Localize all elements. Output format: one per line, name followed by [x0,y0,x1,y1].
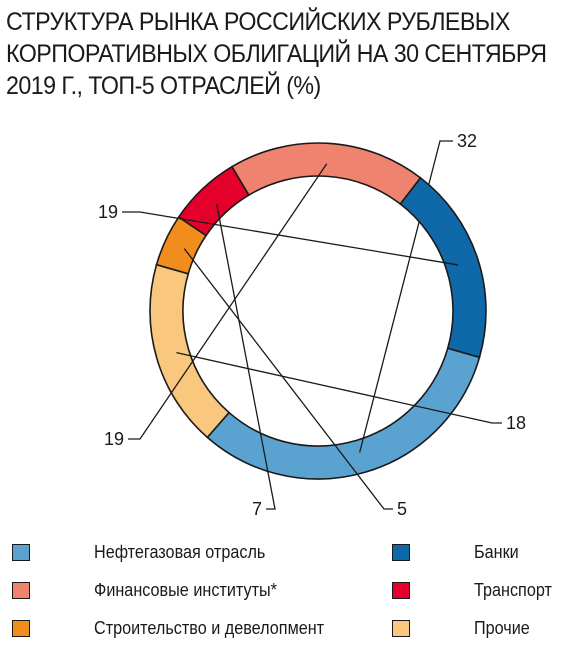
legend-label: Финансовые институты* [94,579,277,600]
legend-label: Прочие [474,617,530,638]
legend-swatch [12,581,30,599]
donut-slice [399,176,487,359]
title-line-2: КОРПОРАТИВНЫХ ОБЛИГАЦИЙ НА 30 СЕНТЯБРЯ [6,40,547,68]
title-line-3: 2019 Г., ТОП-5 ОТРАСЛЕЙ (%) [6,72,321,100]
legend-label: Нефтегазовая отрасль [94,541,266,562]
leader-line [359,140,453,453]
leader-line [216,203,276,510]
data-label: 5 [397,499,407,519]
leader-line [128,163,328,440]
legend-item-transport: Транспорт [392,579,552,601]
legend-label: Строительство и девелопмент [94,617,325,638]
legend-label: Банки [474,541,519,562]
legend-label: Транспорт [474,579,552,600]
data-label: 19 [104,429,124,449]
donut-slice [230,142,422,206]
legend-swatch [12,619,30,637]
legend-item-banks: Банки [392,541,519,563]
title-line-1: СТРУКТУРА РЫНКА РОССИЙСКИХ РУБЛЕВЫХ [6,8,510,36]
legend-swatch [392,619,410,637]
legend-swatch [12,543,30,561]
donut-chart: 32 18 5 7 19 19 [98,131,526,519]
legend-swatch [392,543,410,561]
leader-line [122,211,459,266]
legend-item-oil-gas: Нефтегазовая отрасль [12,541,265,563]
legend-item-financial: Финансовые институты* [12,579,277,601]
legend: Нефтегазовая отрасль Банки Финансовые ин… [0,535,571,645]
legend-item-other: Прочие [392,617,530,639]
data-label: 32 [457,131,477,151]
legend-swatch [392,581,410,599]
data-label: 18 [506,413,526,433]
legend-item-construction: Строительство и девелопмент [12,617,324,639]
data-label: 19 [98,202,118,222]
leader-line [183,248,393,510]
chart-title: СТРУКТУРА РЫНКА РОССИЙСКИХ РУБЛЕВЫХ КОРП… [6,6,547,102]
data-label: 7 [252,499,262,519]
